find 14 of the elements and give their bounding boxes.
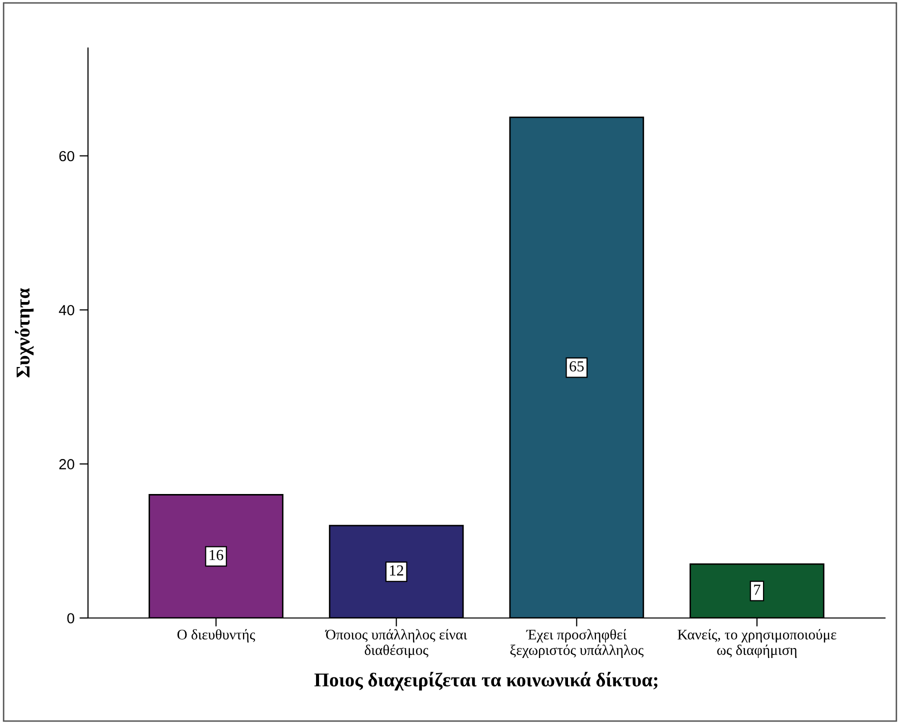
- x-tick-label: Όποιος υπάλληλος είναι διαθέσιμος: [325, 629, 468, 658]
- data-label: 16: [210, 550, 224, 560]
- x-axis-title: Ποιος διαχειρίζεται τα κοινωνικά δίκτυα;: [314, 672, 658, 690]
- data-label: 65: [570, 361, 584, 372]
- x-tick-label: Έχει προσληφθεί ξεχωριστός υπάλληλος: [510, 629, 644, 658]
- data-label: 12: [390, 565, 404, 576]
- y-tick-label: 40: [58, 304, 74, 316]
- y-tick-label: 20: [59, 459, 74, 470]
- y-axis-title: Συχνότητα: [14, 288, 34, 378]
- y-tick-label: 0: [67, 613, 74, 624]
- x-tick-label: Κανείς, το χρησιμοποιούμε ως διαφήμιση: [678, 629, 836, 658]
- x-tick-label: Ο διευθυντής: [177, 629, 256, 642]
- data-label: 7: [754, 584, 760, 595]
- y-tick-label: 60: [59, 150, 74, 162]
